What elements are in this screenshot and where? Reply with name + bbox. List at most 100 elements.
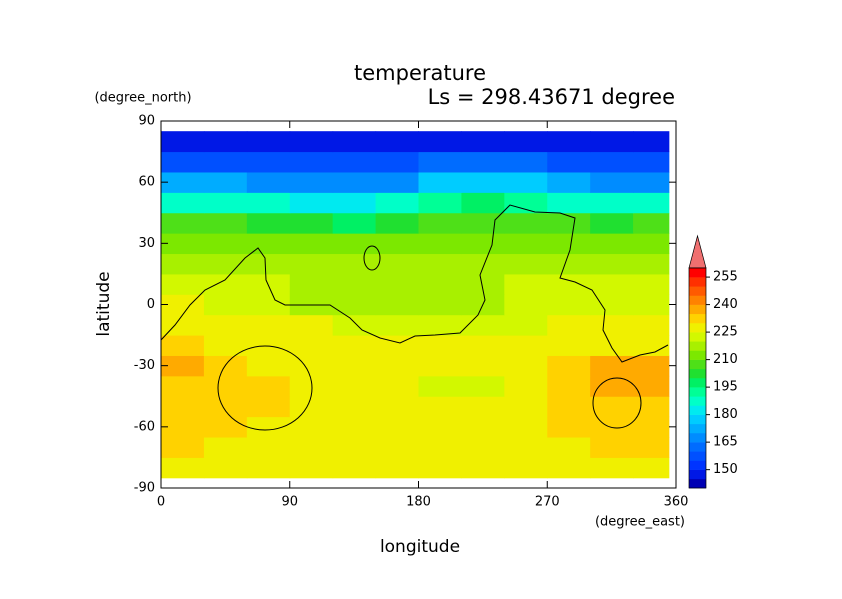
temperature-cell	[375, 457, 419, 479]
temperature-cell	[161, 131, 205, 153]
temperature-cell	[332, 375, 377, 397]
temperature-cell	[547, 396, 591, 418]
temperature-cell	[161, 355, 205, 377]
temperature-cell	[633, 151, 670, 173]
temperature-cell	[332, 457, 377, 479]
temperature-cell	[633, 355, 670, 377]
colorbar-band	[689, 377, 706, 388]
temperature-cell	[375, 233, 419, 255]
temperature-cell	[633, 253, 670, 275]
colorbar-frame	[688, 267, 707, 489]
temperature-cell	[461, 192, 505, 214]
temperature-cell	[203, 396, 248, 418]
temperature-cell	[590, 253, 634, 275]
y-tick-label: 0	[147, 297, 155, 312]
colorbar-band	[689, 322, 706, 333]
temperature-cell	[332, 314, 377, 336]
temperature-cell	[547, 233, 591, 255]
colorbar-band	[689, 469, 706, 480]
temperature-cell	[461, 335, 505, 356]
temperature-cell	[203, 294, 248, 316]
temperature-cell	[633, 396, 670, 418]
temperature-cell	[161, 273, 205, 295]
colorbar-band	[689, 277, 706, 287]
temperature-cell	[203, 416, 248, 438]
colorbar-band	[689, 359, 706, 370]
colorbar-tick-label: 150	[713, 462, 738, 477]
temperature-cell	[246, 294, 291, 316]
temperature-cell	[504, 335, 548, 356]
x-unit: (degree_east)	[595, 515, 685, 530]
temperature-cell	[246, 314, 291, 336]
temperature-cell	[461, 314, 505, 336]
temperature-cell	[461, 171, 505, 193]
temperature-cell	[504, 355, 548, 377]
temperature-cell	[418, 171, 462, 193]
temperature-cell	[633, 192, 670, 214]
temperature-cell	[504, 375, 548, 397]
contour-ring	[363, 245, 381, 271]
temperature-cell	[461, 131, 505, 153]
colorbar-band	[689, 332, 706, 342]
temperature-cell	[590, 192, 634, 214]
colorbar-band	[689, 423, 706, 434]
temperature-cell	[590, 273, 634, 295]
temperature-cell	[332, 212, 377, 234]
temperature-cell	[332, 335, 377, 356]
colorbar-band	[689, 432, 706, 443]
temperature-cell	[418, 375, 462, 397]
temperature-cell	[504, 273, 548, 295]
temperature-cell	[289, 375, 334, 397]
temperature-cell	[246, 253, 291, 275]
temperature-cell	[633, 335, 670, 356]
colorbar-band	[689, 286, 706, 296]
colorbar-band	[689, 451, 706, 461]
temperature-cell	[289, 212, 334, 234]
temperature-cell	[504, 396, 548, 418]
temperature-cell	[246, 212, 291, 234]
temperature-cell	[633, 416, 670, 438]
temperature-cell	[633, 131, 670, 153]
temperature-cell	[332, 151, 377, 173]
y-tick-label: -30	[134, 358, 155, 373]
temperature-cell	[547, 335, 591, 356]
temperature-cell	[332, 131, 377, 153]
temperature-cell	[289, 131, 334, 153]
temperature-cell	[203, 212, 248, 234]
temperature-cell	[504, 233, 548, 255]
colorbar-tick-label: 165	[713, 435, 738, 450]
chart-title: temperature	[354, 61, 486, 85]
colorbar-band	[689, 396, 706, 406]
temperature-cell	[633, 233, 670, 255]
temperature-cell	[418, 253, 462, 275]
coastline	[160, 204, 669, 363]
temperature-cell	[461, 416, 505, 438]
temperature-cell	[547, 131, 591, 153]
contour-ring	[217, 345, 313, 431]
temperature-cell	[504, 171, 548, 193]
temperature-cell	[161, 416, 205, 438]
x-axis-title: longitude	[380, 537, 460, 557]
colorbar-band	[689, 414, 706, 425]
temperature-cell	[246, 335, 291, 356]
temperature-cell	[246, 457, 291, 479]
y-unit: (degree_north)	[94, 91, 191, 106]
temperature-cell	[547, 171, 591, 193]
temperature-cell	[332, 253, 377, 275]
temperature-cell	[161, 212, 205, 234]
temperature-cell	[633, 437, 670, 458]
temperature-cell	[547, 375, 591, 397]
colorbar-band	[689, 460, 706, 470]
x-tick-label: 90	[281, 495, 298, 510]
temperature-cell	[547, 314, 591, 336]
temperature-cell	[246, 396, 291, 418]
temperature-cell	[203, 131, 248, 153]
temperature-cell	[203, 253, 248, 275]
y-tick-label: 30	[138, 236, 155, 251]
temperature-cell	[418, 396, 462, 418]
temperature-cell	[375, 335, 419, 356]
colorbar-band	[689, 304, 706, 315]
temperature-cell	[246, 192, 291, 214]
temperature-cell	[461, 375, 505, 397]
